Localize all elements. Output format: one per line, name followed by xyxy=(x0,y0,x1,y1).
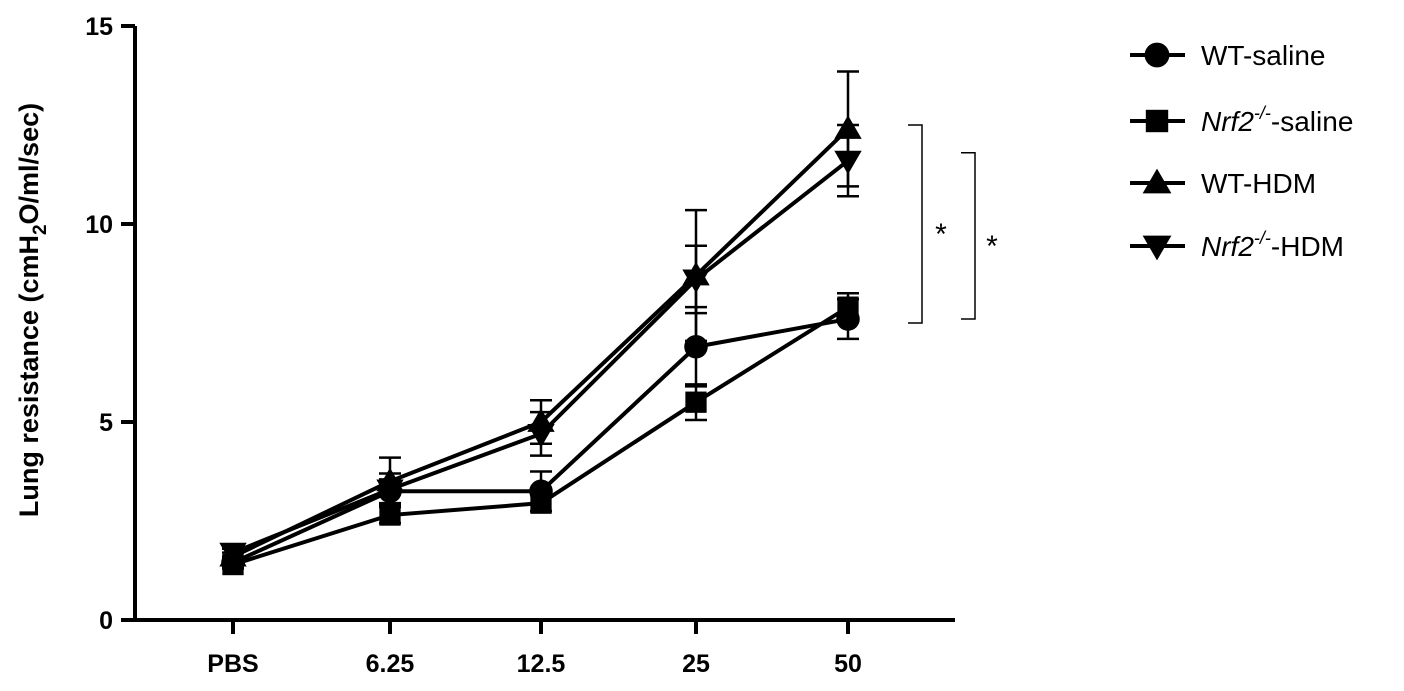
y-axis-title-suffix: O/ml/sec) xyxy=(14,103,44,225)
legend-entry: WT-HDM xyxy=(1130,168,1316,199)
data-point xyxy=(834,150,862,175)
x-tick-label: 12.5 xyxy=(517,650,566,678)
significance-bracket: * xyxy=(961,151,998,320)
legend-marker xyxy=(1144,42,1170,68)
data-point xyxy=(837,296,859,318)
data-point xyxy=(527,424,555,448)
legend-marker xyxy=(1142,168,1172,194)
y-axis-title-sub: 2 xyxy=(30,224,51,235)
legend-marker xyxy=(1142,235,1172,261)
bracket-line xyxy=(961,151,976,320)
legend-entry: WT-saline xyxy=(1130,40,1325,71)
y-tick-label: 5 xyxy=(99,409,113,437)
data-point xyxy=(685,391,707,413)
legend-entry: Nrf2-/--HDM xyxy=(1130,228,1344,262)
significance-bracket: * xyxy=(908,124,947,324)
legend-marker xyxy=(1145,109,1169,133)
data-point xyxy=(219,542,247,567)
bracket-line xyxy=(908,124,923,324)
legend-label: WT-saline xyxy=(1201,40,1325,71)
data-point xyxy=(376,479,404,503)
x-tick-label: 6.25 xyxy=(366,650,415,678)
legend-label-main: WT-saline xyxy=(1201,40,1325,71)
significance-star: * xyxy=(986,230,998,263)
legend-label-sup: -/- xyxy=(1254,228,1271,248)
legend-label-main: -saline xyxy=(1271,106,1353,137)
legend-label-italic: Nrf2 xyxy=(1201,106,1254,137)
y-axis-title: Lung resistance (cmH2O/ml/sec) xyxy=(14,103,51,517)
legend-entry: Nrf2-/--saline xyxy=(1130,103,1353,137)
y-tick-label: 10 xyxy=(85,211,113,239)
data-point xyxy=(379,504,401,526)
legend-label: Nrf2-/--saline xyxy=(1201,103,1353,137)
legend-label-main: -HDM xyxy=(1271,231,1344,262)
legend-label-main: WT-HDM xyxy=(1201,168,1316,199)
legend-label: Nrf2-/--HDM xyxy=(1201,228,1344,262)
x-tick-label: 25 xyxy=(682,650,710,678)
x-tick-label: PBS xyxy=(207,650,258,678)
legend-label-italic: Nrf2 xyxy=(1201,231,1254,262)
data-point xyxy=(530,492,552,514)
y-tick-label: 15 xyxy=(85,13,113,41)
x-tick-label: 50 xyxy=(834,650,862,678)
data-point xyxy=(682,269,710,294)
series-3 xyxy=(219,123,862,567)
significance-star: * xyxy=(935,218,947,251)
y-axis-title-prefix: Lung resistance (cmH xyxy=(14,235,44,517)
series-1 xyxy=(222,292,859,576)
legend-label-sup: -/- xyxy=(1254,103,1271,123)
y-tick-label: 0 xyxy=(99,607,113,635)
legend-label: WT-HDM xyxy=(1201,168,1316,199)
